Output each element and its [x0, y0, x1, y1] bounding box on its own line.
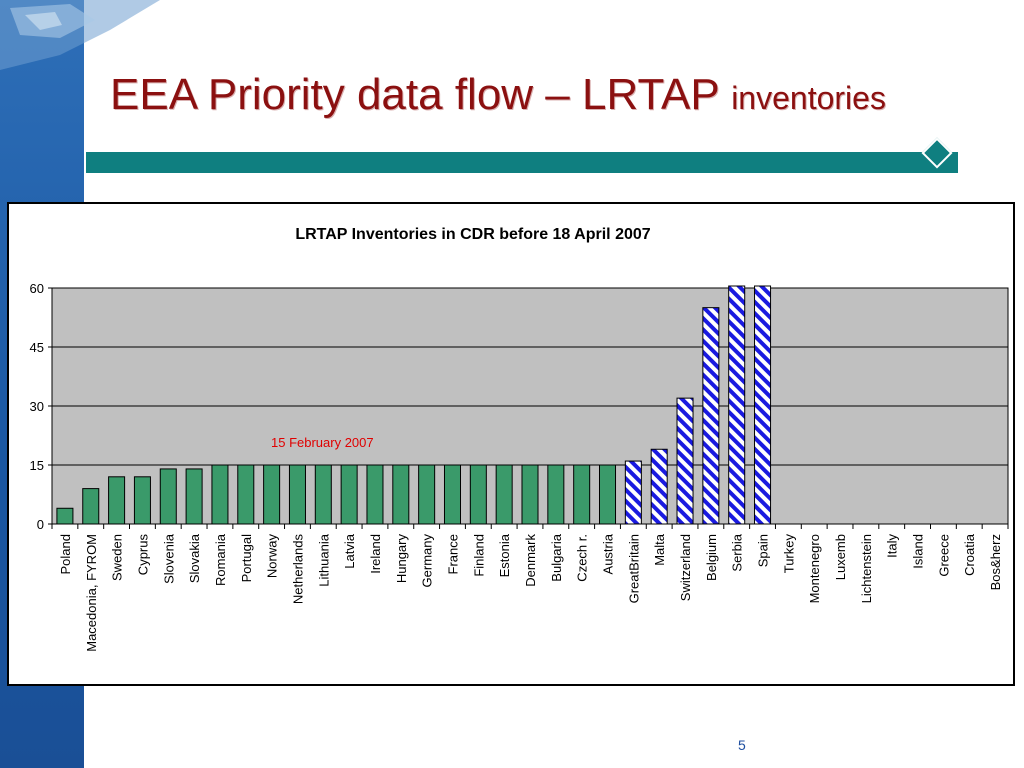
bar [56, 507, 74, 525]
bar [521, 464, 539, 525]
x-tick-label: Macedonia, FYROM [84, 534, 99, 652]
x-tick-label: Estonia [497, 533, 512, 577]
bar [650, 448, 668, 525]
bar [728, 285, 746, 525]
bar [495, 464, 513, 525]
x-tick-label: Luxemb [833, 534, 848, 580]
y-tick-label: 30 [30, 399, 44, 414]
bar [702, 307, 720, 525]
x-tick-label: Romania [213, 533, 228, 586]
x-tick-label: GreatBritain [626, 534, 641, 603]
chart-title: LRTAP Inventories in CDR before 18 April… [295, 226, 650, 243]
y-tick-label: 15 [30, 458, 44, 473]
bar [573, 464, 591, 525]
y-tick-label: 0 [37, 517, 44, 532]
bar [469, 464, 487, 525]
bar [599, 464, 617, 525]
x-tick-label: France [445, 534, 460, 574]
bar [392, 464, 410, 525]
x-tick-label: Slovenia [161, 533, 176, 584]
x-tick-label: Malta [652, 533, 667, 566]
bar [340, 464, 358, 525]
x-tick-label: Denmark [523, 534, 538, 587]
bar [133, 476, 151, 525]
x-tick-label: Norway [265, 534, 280, 579]
x-tick-label: Cyprus [135, 534, 150, 576]
x-tick-label: Portugal [239, 534, 254, 583]
x-tick-label: Croatia [962, 533, 977, 576]
bar [82, 488, 100, 525]
bar [676, 397, 694, 525]
slide-title: EEA Priority data flow – LRTAP inventori… [110, 70, 886, 120]
x-tick-label: Slovakia [187, 533, 202, 583]
x-tick-label: Poland [58, 534, 73, 574]
bar [443, 464, 461, 525]
x-tick-label: Lichtenstein [859, 534, 874, 603]
x-tick-label: Belgium [704, 534, 719, 581]
x-tick-label: Island [911, 534, 926, 569]
x-tick-label: Italy [885, 534, 900, 558]
corner-map-graphic [0, 0, 160, 70]
bar-chart: LRTAP Inventories in CDR before 18 April… [30, 226, 1009, 652]
x-tick-label: Switzerland [678, 534, 693, 601]
bar [263, 464, 281, 525]
x-tick-label: Germany [420, 534, 435, 588]
x-tick-label: Greece [936, 534, 951, 577]
y-tick-label: 60 [30, 281, 44, 296]
slide-title-sub: inventories [731, 80, 886, 116]
x-tick-label: Sweden [110, 534, 125, 581]
slide-title-main: EEA Priority data flow – LRTAP [110, 70, 732, 119]
bar [159, 468, 177, 525]
chart-frame: LRTAP Inventories in CDR before 18 April… [7, 202, 1015, 686]
bar [754, 285, 772, 525]
x-tick-label: Lithuania [316, 533, 331, 587]
bar [237, 464, 255, 525]
x-tick-label: Serbia [730, 533, 745, 571]
bar [624, 460, 642, 525]
bar [288, 464, 306, 525]
bar [314, 464, 332, 525]
bar [547, 464, 565, 525]
title-underline-bar [86, 152, 958, 173]
bar [211, 464, 229, 525]
x-tick-label: Finland [471, 534, 486, 577]
x-tick-label: Turkey [781, 534, 796, 574]
x-tick-label: Ireland [368, 534, 383, 574]
x-tick-label: Spain [756, 534, 771, 567]
x-tick-label: Hungary [394, 534, 409, 584]
bar [418, 464, 436, 525]
x-tick-label: Netherlands [290, 534, 305, 605]
chart-annotation: 15 February 2007 [271, 435, 374, 450]
page-number: 5 [738, 737, 746, 753]
y-tick-label: 45 [30, 340, 44, 355]
x-tick-label: Latvia [342, 533, 357, 568]
bar [185, 468, 203, 525]
x-tick-label: Czech r. [575, 534, 590, 582]
x-tick-label: Austria [601, 533, 616, 574]
x-tick-label: Montenegro [807, 534, 822, 603]
x-tick-label: Bos&herz [988, 534, 1003, 590]
bar [108, 476, 126, 525]
x-tick-label: Bulgaria [549, 533, 564, 581]
bar [366, 464, 384, 525]
